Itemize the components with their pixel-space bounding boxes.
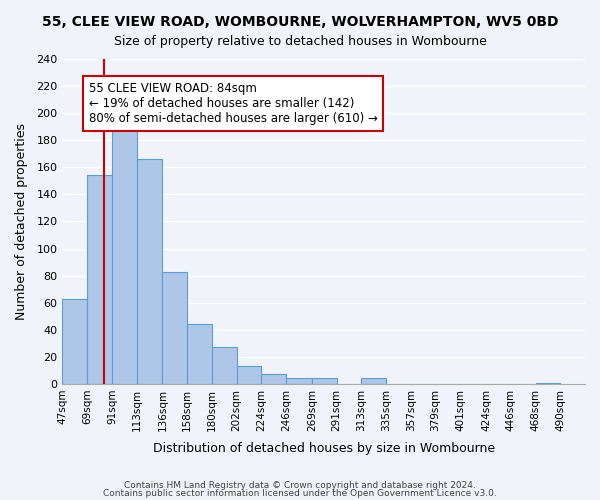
Bar xyxy=(262,374,286,384)
Bar xyxy=(87,176,112,384)
Bar xyxy=(62,298,87,384)
Bar xyxy=(361,378,386,384)
Bar xyxy=(536,382,560,384)
Y-axis label: Number of detached properties: Number of detached properties xyxy=(15,123,28,320)
Bar xyxy=(163,272,187,384)
Text: Contains public sector information licensed under the Open Government Licence v3: Contains public sector information licen… xyxy=(103,488,497,498)
Bar xyxy=(312,378,337,384)
Bar xyxy=(137,159,163,384)
Bar xyxy=(286,378,312,384)
Text: 55 CLEE VIEW ROAD: 84sqm
← 19% of detached houses are smaller (142)
80% of semi-: 55 CLEE VIEW ROAD: 84sqm ← 19% of detach… xyxy=(89,82,377,124)
X-axis label: Distribution of detached houses by size in Wombourne: Distribution of detached houses by size … xyxy=(152,442,495,455)
Bar xyxy=(187,324,212,384)
Text: Size of property relative to detached houses in Wombourne: Size of property relative to detached ho… xyxy=(113,35,487,48)
Bar xyxy=(112,124,137,384)
Text: 55, CLEE VIEW ROAD, WOMBOURNE, WOLVERHAMPTON, WV5 0BD: 55, CLEE VIEW ROAD, WOMBOURNE, WOLVERHAM… xyxy=(42,15,558,29)
Text: Contains HM Land Registry data © Crown copyright and database right 2024.: Contains HM Land Registry data © Crown c… xyxy=(124,481,476,490)
Bar xyxy=(236,366,262,384)
Bar xyxy=(212,348,236,384)
